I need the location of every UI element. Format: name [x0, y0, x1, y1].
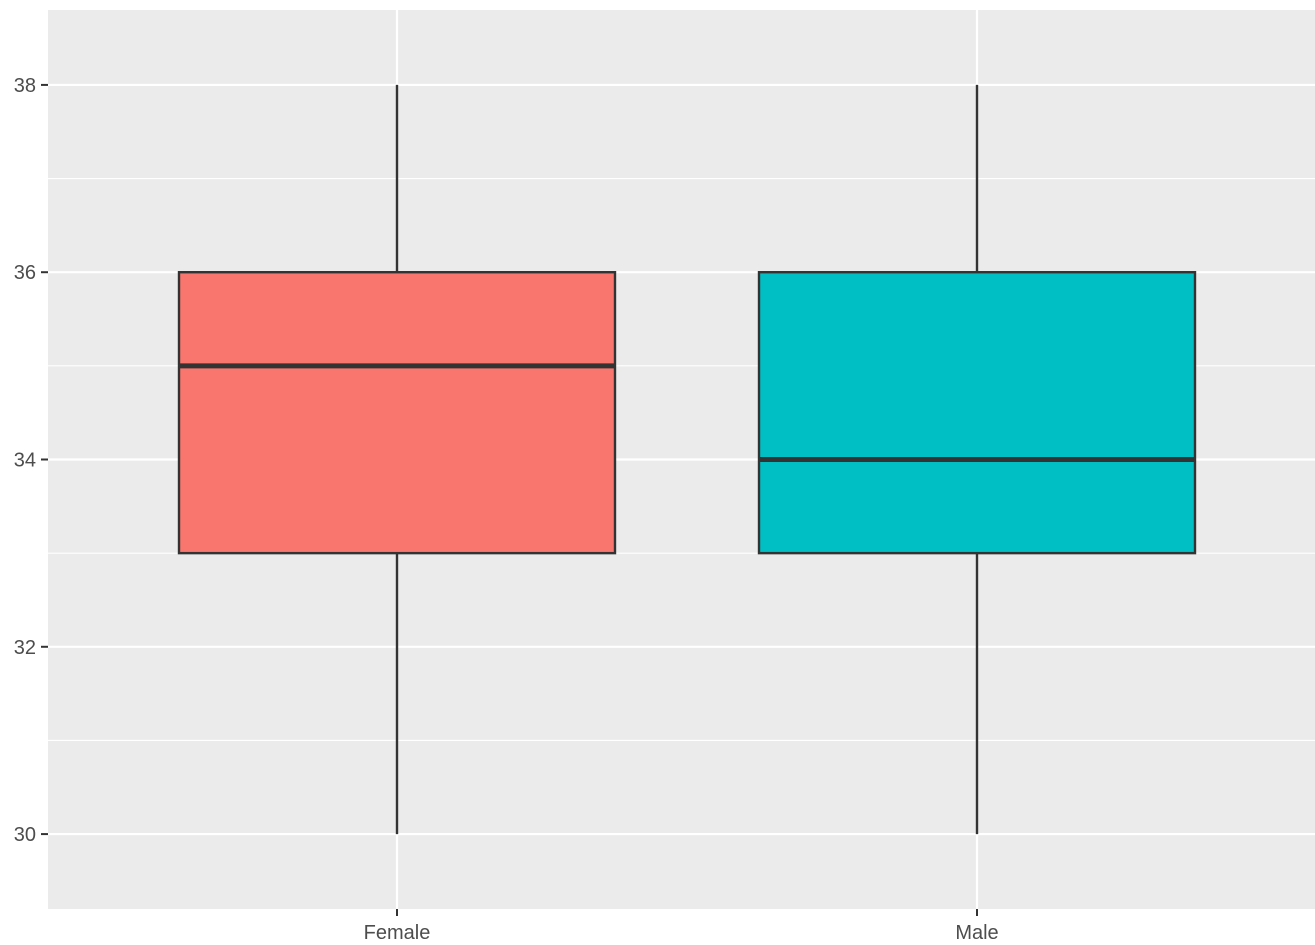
iqr-box	[757, 271, 1197, 555]
iqr-box	[177, 271, 617, 555]
x-axis: Female Male	[364, 909, 999, 944]
x-tick-label: Male	[955, 922, 998, 944]
x-tick-label: Female	[364, 922, 431, 944]
box-series	[177, 84, 1197, 835]
box-male	[757, 84, 1197, 835]
y-axis: 30 32 34 36 38	[14, 75, 48, 846]
y-tick-label: 36	[14, 262, 36, 284]
y-tick-label: 30	[14, 824, 36, 846]
y-tick-label: 38	[14, 75, 36, 97]
box-female	[177, 84, 617, 835]
y-tick-label: 34	[14, 450, 36, 472]
y-tick-label: 32	[14, 637, 36, 659]
